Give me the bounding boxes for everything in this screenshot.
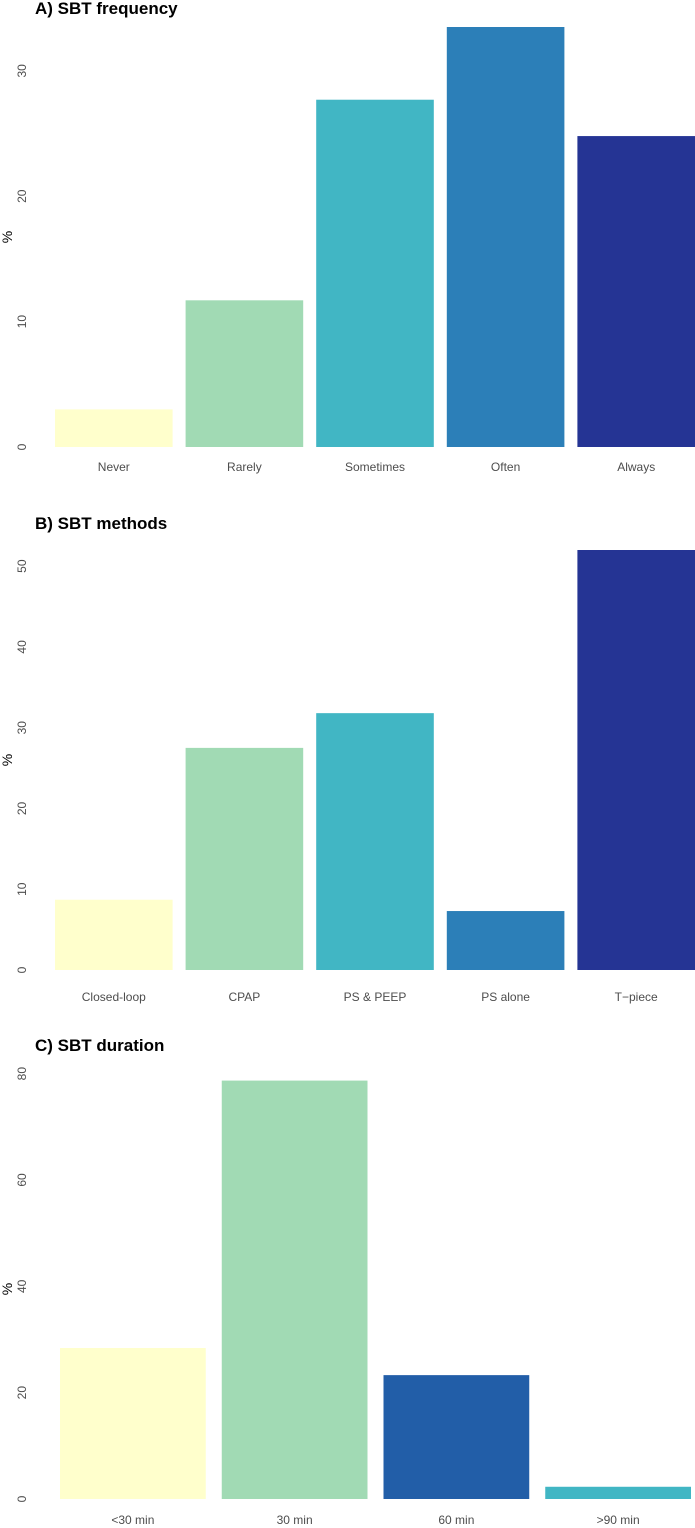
chart-title: C) SBT duration: [35, 1036, 164, 1055]
y-tick-label: 80: [15, 1067, 29, 1081]
bar: [316, 713, 434, 970]
y-tick-label: 30: [15, 64, 29, 78]
bar: [185, 300, 304, 447]
x-tick-label: <30 min: [111, 1513, 154, 1527]
y-tick-label: 0: [15, 966, 29, 973]
bar: [55, 409, 173, 447]
y-axis-label: %: [0, 1283, 15, 1295]
bar: [446, 911, 565, 970]
y-axis-label: %: [0, 754, 15, 766]
x-tick-label: Always: [617, 460, 655, 474]
y-axis-label: %: [0, 231, 15, 243]
bar: [316, 99, 434, 447]
x-tick-label: Sometimes: [345, 460, 405, 474]
bar: [185, 747, 304, 970]
y-tick-label: 0: [15, 1495, 29, 1502]
y-tick-label: 20: [15, 801, 29, 815]
y-tick-label: 40: [15, 640, 29, 654]
x-tick-label: Closed-loop: [82, 990, 146, 1004]
y-tick-label: 40: [15, 1279, 29, 1293]
chart-panel-2: C) SBT duration% 0 20 40 60 80 <30 min 30 min 60…: [0, 1036, 691, 1527]
bar: [577, 550, 695, 970]
x-tick-label: Never: [98, 460, 130, 474]
x-tick-label: >90 min: [597, 1513, 640, 1527]
x-tick-label: Rarely: [227, 460, 262, 474]
y-tick-label: 20: [15, 189, 29, 203]
bar: [545, 1486, 691, 1499]
y-tick-label: 10: [15, 882, 29, 896]
y-tick-label: 30: [15, 721, 29, 735]
bar: [55, 899, 173, 970]
chart-title: A) SBT frequency: [35, 0, 178, 18]
x-tick-label: 30 min: [277, 1513, 313, 1527]
x-tick-label: PS & PEEP: [344, 990, 407, 1004]
bar: [60, 1348, 206, 1499]
bar: [383, 1375, 530, 1499]
bar: [221, 1080, 368, 1499]
x-tick-label: 60 min: [438, 1513, 474, 1527]
y-tick-label: 60: [15, 1173, 29, 1187]
chart-panel-1: B) SBT methods% 0 10 20 30 40 50 Closed-loop CPA…: [0, 514, 695, 1004]
bar: [446, 27, 565, 447]
chart-panel-0: A) SBT frequency% 0 10 20 30 Never Rarely Somet…: [0, 0, 695, 474]
bar: [577, 136, 695, 447]
x-tick-label: PS alone: [481, 990, 530, 1004]
x-tick-label: T−piece: [615, 990, 658, 1004]
chart-title: B) SBT methods: [35, 514, 167, 533]
y-tick-label: 20: [15, 1386, 29, 1400]
y-tick-label: 10: [15, 315, 29, 329]
y-tick-label: 50: [15, 559, 29, 573]
x-tick-label: CPAP: [229, 990, 261, 1004]
y-tick-label: 0: [15, 443, 29, 450]
x-tick-label: Often: [491, 460, 520, 474]
